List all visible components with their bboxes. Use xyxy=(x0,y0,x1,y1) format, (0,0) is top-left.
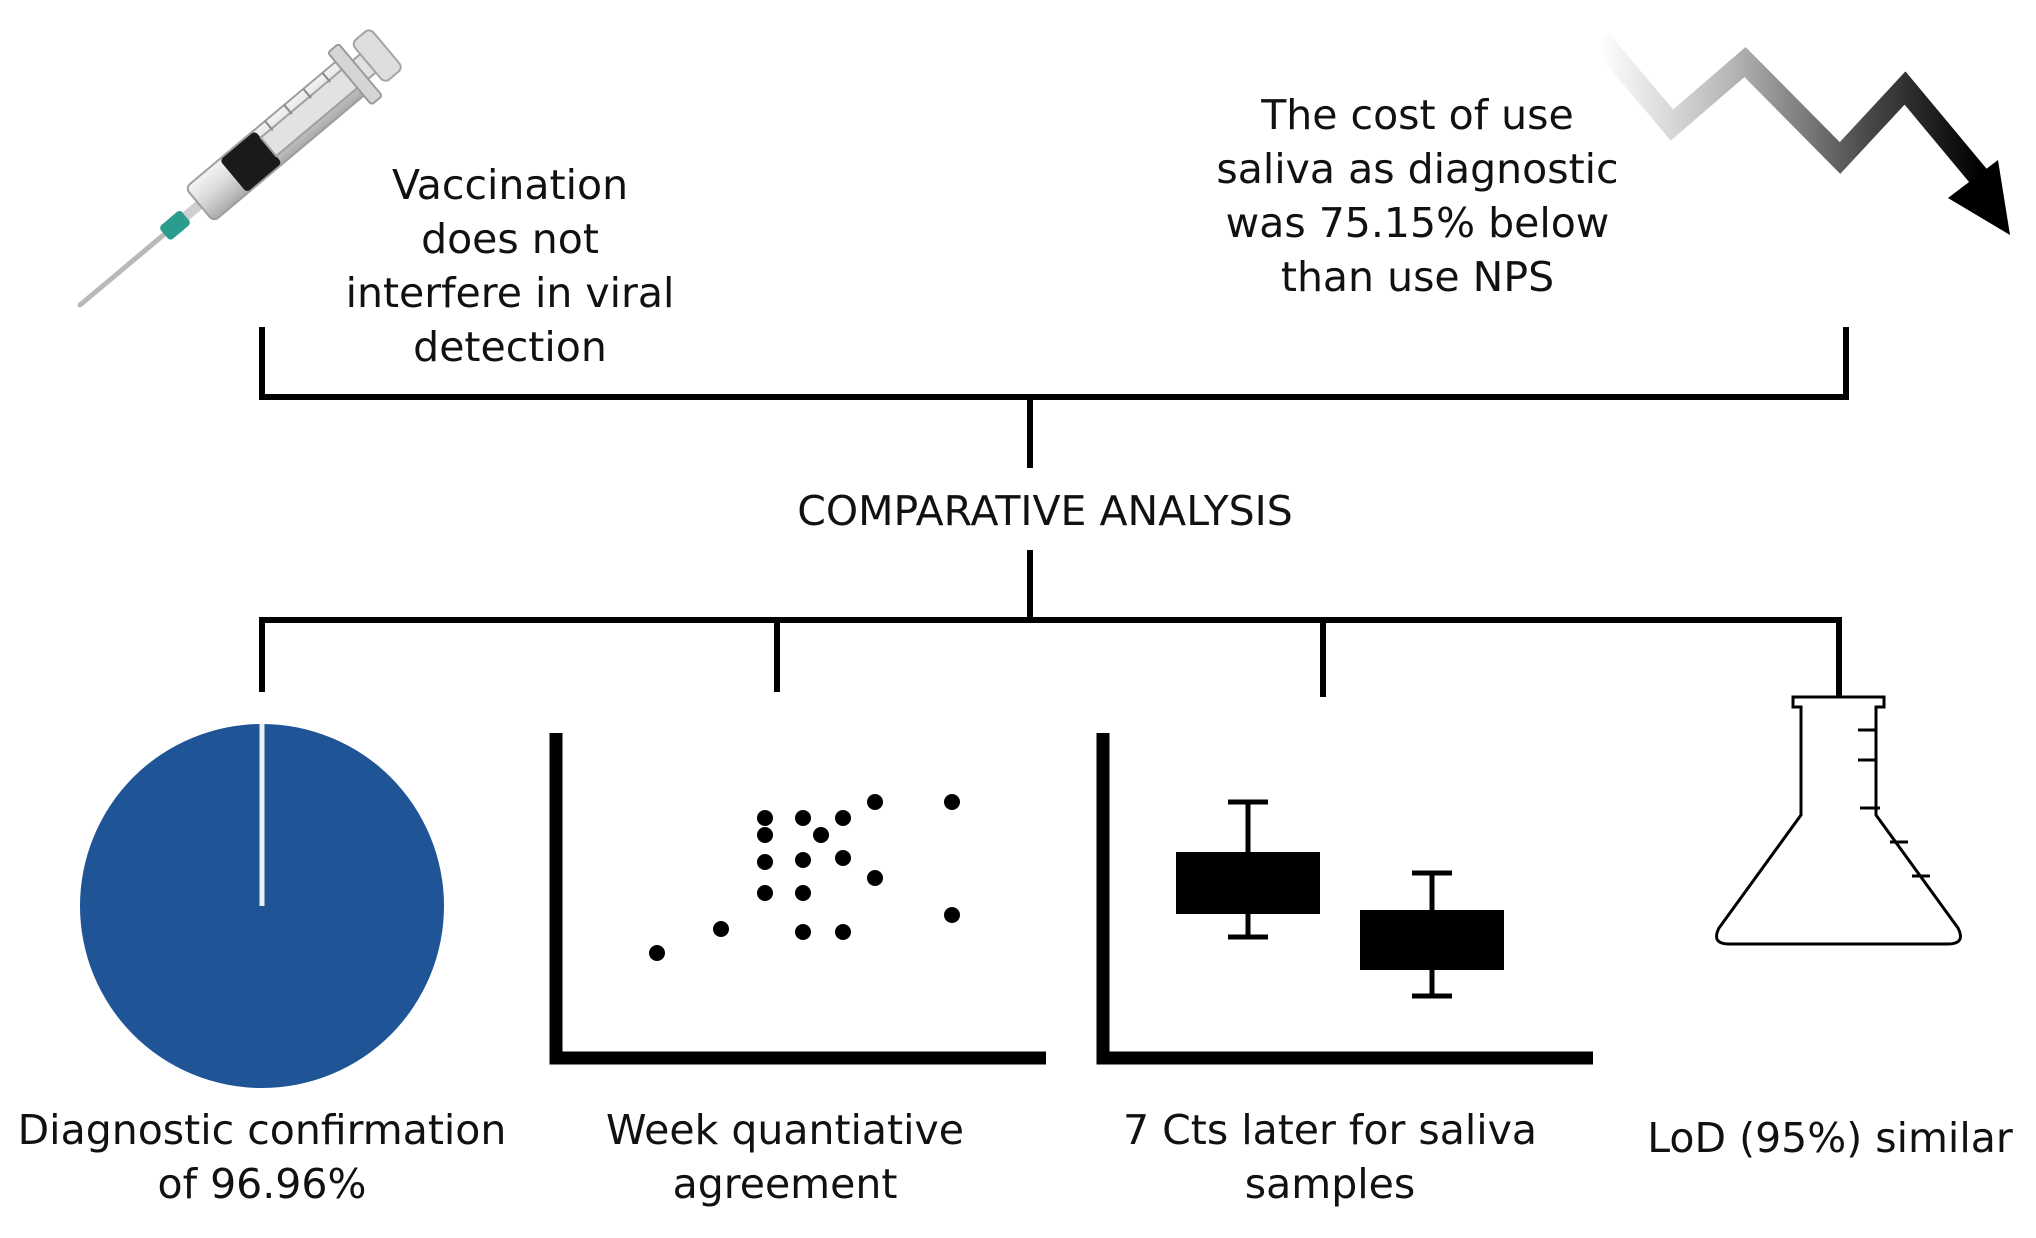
vaccination-text: Vaccination does not interfere in viral … xyxy=(345,161,675,371)
bottom-bracket xyxy=(259,550,1842,697)
cost-text: The cost of use saliva as diagnostic was… xyxy=(1216,91,1619,301)
erlenmeyer-flask-icon xyxy=(1715,695,1962,946)
boxplot-caption: 7 Cts later for saliva samples xyxy=(1123,1106,1537,1208)
top-bracket xyxy=(259,327,1849,468)
syringe-icon xyxy=(77,29,402,308)
box-plot-icon xyxy=(1096,733,1593,1065)
scatter-plot-icon xyxy=(549,733,1046,1065)
lod-caption: LoD (95%) similar xyxy=(1647,1114,2013,1162)
downtrend-arrow-icon xyxy=(1591,32,2010,235)
center-title: COMPARATIVE ANALYSIS xyxy=(797,487,1293,535)
pie-icon xyxy=(80,724,444,1088)
diagnostic-caption: Diagnostic confirmation of 96.96% xyxy=(17,1106,507,1208)
scatter-caption: Week quantiative agreement xyxy=(605,1106,965,1208)
